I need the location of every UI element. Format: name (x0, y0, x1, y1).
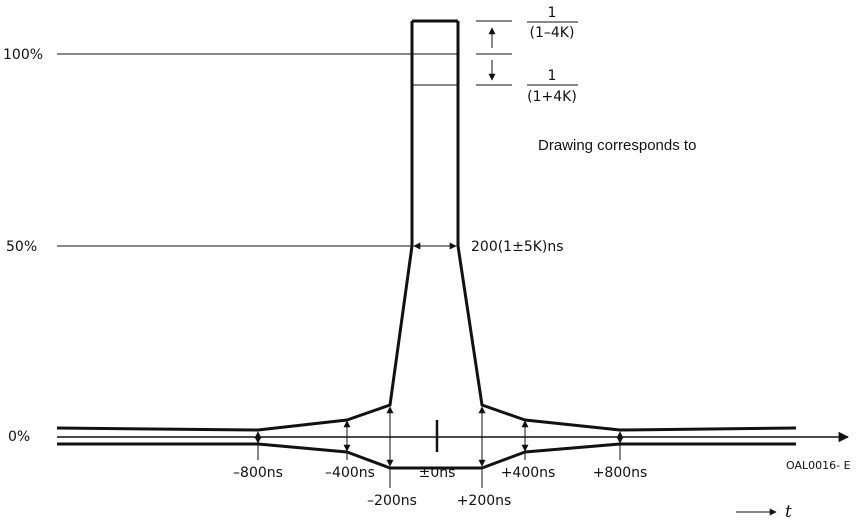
time-label-m800: –800ns (233, 465, 283, 481)
level-0-label: 0% (8, 429, 30, 445)
level-100-label: 100% (3, 47, 43, 63)
time-label-p400: +400ns (501, 465, 556, 481)
lower-fraction-denominator: (1+4K) (527, 89, 577, 105)
time-label-zero: ±0ns (419, 465, 456, 481)
t-axis-label: t (785, 502, 792, 521)
pulse-width-label: 200(1±5K)ns (471, 239, 564, 255)
time-label-p800: +800ns (593, 465, 648, 481)
time-label-m400: –400ns (325, 465, 375, 481)
time-label-m200: –200ns (367, 493, 417, 509)
figure-id: OAL0016- E (786, 459, 851, 472)
upper-fraction-denominator: (1–4K) (530, 25, 575, 41)
drawing-note: Drawing corresponds to (538, 137, 696, 154)
lower-fraction-numerator: 1 (548, 68, 557, 84)
upper-mask-boundary-right (456, 21, 797, 432)
time-label-p200: +200ns (457, 493, 512, 509)
level-50-label: 50% (6, 239, 37, 255)
lower-mask-boundary (57, 442, 796, 470)
upper-fraction-numerator: 1 (548, 5, 557, 21)
upper-mask-boundary (56, 21, 414, 432)
